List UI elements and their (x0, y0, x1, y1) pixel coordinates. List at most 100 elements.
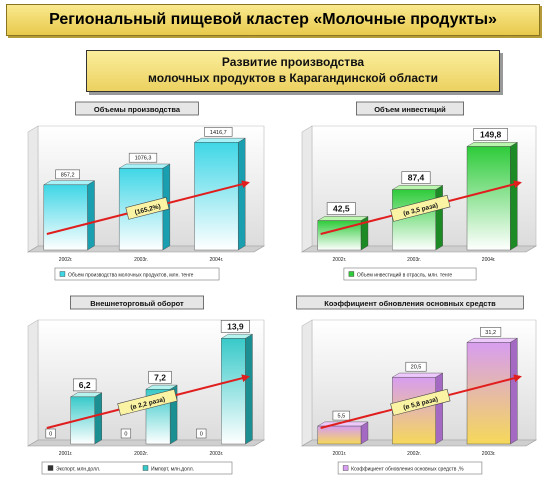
growth-annotation-box (125, 197, 170, 220)
subtitle-line-2: молочных продуктов в Карагандинской обла… (148, 71, 438, 85)
x-tick-label: 2002г. (332, 257, 346, 263)
legend-label: Экспорт, млн.долл. (56, 467, 100, 473)
x-tick-label: 2003г. (407, 257, 421, 263)
bar (466, 342, 511, 445)
bar-top (118, 163, 171, 169)
chart-title-box (75, 101, 199, 116)
legend-box (343, 267, 477, 281)
x-tick-label: 2003г. (134, 257, 148, 263)
chart-title-box (296, 295, 524, 310)
legend-box (54, 267, 220, 281)
growth-annotation-box (390, 194, 451, 222)
value-label: 42,5 (333, 204, 350, 214)
chart-side-wall (27, 319, 39, 447)
subtitle-line-1: Развитие производства (221, 55, 365, 69)
value-label: 1416,7 (210, 130, 227, 136)
legend-box (41, 461, 233, 475)
value-label: 6,2 (79, 380, 91, 390)
bar-side (435, 185, 443, 251)
x-tick-label: 2004г. (482, 257, 496, 263)
bar-top (391, 185, 444, 190)
chart-side-wall (301, 125, 313, 253)
main-title: Региональный пищевой кластер «Молочные п… (49, 11, 497, 28)
bar-side (510, 141, 518, 251)
x-tick-label: 2001г. (59, 451, 73, 457)
chart-side-wall (27, 125, 39, 253)
value-label-box (204, 127, 233, 137)
chart-side-wall (301, 319, 313, 447)
legend-label: Импорт, млн.долл. (151, 467, 194, 473)
legend-swatch (342, 465, 349, 471)
legend-swatch (348, 271, 355, 277)
value-label-box (128, 152, 158, 163)
value-label-box (326, 202, 356, 215)
chart-title: Коэффициент обновления основных средств (324, 299, 496, 308)
value-label: 20,5 (411, 365, 422, 371)
legend-label: Объем инвестиций в отрасль, млн. тенге (357, 272, 452, 279)
legend-box (337, 461, 483, 475)
bar-top (466, 337, 519, 343)
value-label-box (45, 428, 56, 439)
bar-side (237, 137, 246, 251)
chart-title-box (70, 295, 204, 310)
x-tick-label: 2003г. (209, 451, 223, 457)
value-label: 13,9 (227, 321, 244, 331)
value-label-box (480, 327, 502, 337)
value-label-box (220, 320, 250, 333)
value-label: 857,2 (61, 172, 75, 178)
value-label-box (473, 128, 508, 141)
legend-swatch (59, 271, 66, 277)
value-label-box (55, 169, 80, 180)
value-label-box (405, 361, 427, 372)
legend-label: Объем производства молочных продуктов, м… (68, 273, 194, 279)
value-label: 0 (49, 432, 52, 438)
legend-swatch (142, 465, 149, 471)
x-tick-label: 2002г. (407, 451, 421, 457)
value-label: 0 (124, 432, 127, 438)
value-label-box (196, 428, 207, 439)
value-label: 5,5 (338, 414, 346, 420)
value-label-box (120, 428, 132, 439)
bar (317, 425, 362, 445)
bar-top (391, 372, 444, 378)
bar-top (43, 180, 96, 186)
chart-title: Объем инвестиций (374, 105, 446, 114)
value-label-box (401, 171, 431, 184)
bar-top (193, 137, 246, 143)
x-tick-label: 2002г. (59, 257, 73, 263)
value-label: 87,4 (408, 173, 425, 183)
chart-production-volume: Объемы производства 857,2 2002г. 1076,3 2003… (26, 101, 266, 281)
chart-foreign-trade: Внешнеторговый оборот 0 6,2 2001г. 0 7,2 2002г… (26, 295, 266, 475)
x-tick-label: 2002г. (134, 451, 148, 457)
chart-title: Внешнеторговый оборот (90, 299, 184, 308)
bar-side (87, 180, 95, 251)
x-tick-label: 2001г. (332, 451, 346, 457)
bar (43, 184, 88, 251)
x-tick-label: 2004г. (209, 257, 223, 263)
value-label-box (332, 410, 351, 421)
bar (221, 338, 246, 445)
growth-annotation-box (117, 388, 178, 416)
bar-top (466, 142, 519, 147)
value-label: 31,2 (485, 330, 496, 336)
bar-side (435, 372, 443, 445)
value-label-box (148, 370, 172, 384)
bar (466, 146, 511, 251)
main-title-banner: Региональный пищевой кластер «Молочные п… (6, 4, 540, 36)
value-label: 1076,3 (135, 156, 152, 162)
value-label: 149,8 (480, 130, 502, 140)
bar-top (316, 216, 369, 221)
growth-annotation-box (390, 388, 451, 416)
x-tick-label: 2003г. (482, 451, 496, 457)
legend-label: Коэффициент обновления основных средств … (351, 467, 464, 473)
chart-investment-volume: Объем инвестиций 42,5 2002г. 87,4 2003г. 149,… (300, 101, 538, 281)
value-label: 0 (200, 432, 203, 438)
value-label-box (73, 378, 97, 392)
bar-side (245, 333, 253, 445)
chart-renewal-coefficient: Коэффициент обновления основных средств 5… (296, 295, 538, 475)
chart-title-box (356, 101, 464, 116)
bar-side (510, 337, 518, 445)
bar (194, 142, 239, 251)
chart-title: Объемы производства (94, 105, 181, 114)
value-label: 7,2 (154, 372, 166, 382)
